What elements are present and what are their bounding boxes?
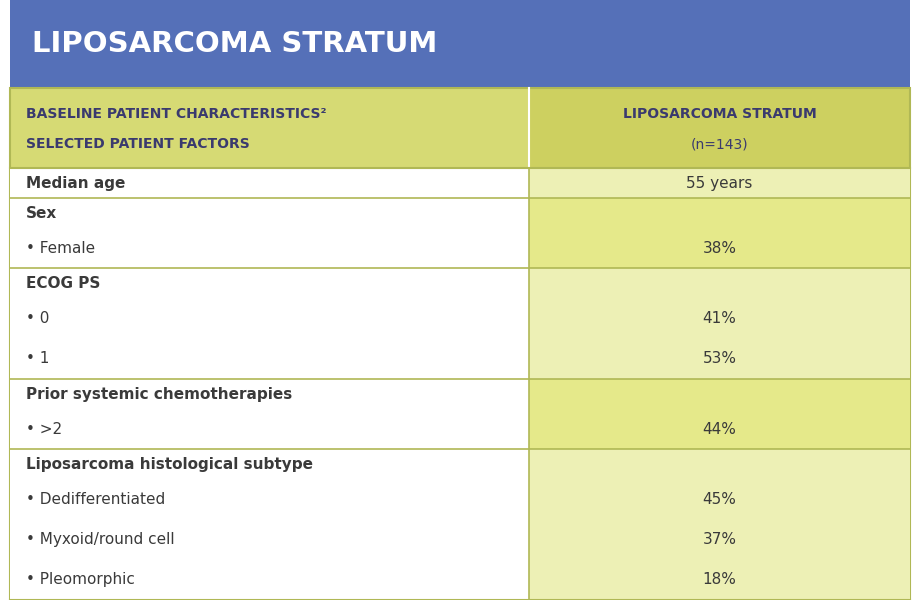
Text: ECOG PS: ECOG PS (26, 276, 100, 291)
Bar (10, 560, 528, 600)
Text: LIPOSARCOMA STRATUM: LIPOSARCOMA STRATUM (32, 30, 437, 58)
Bar (528, 409, 909, 449)
Text: • 0: • 0 (26, 311, 50, 326)
Text: • Female: • Female (26, 241, 95, 256)
Text: 45%: 45% (702, 492, 735, 507)
Bar (10, 228, 528, 268)
Text: • 1: • 1 (26, 352, 50, 367)
Bar (528, 449, 909, 479)
Bar (10, 339, 528, 379)
Bar (528, 168, 909, 198)
Text: (n=143): (n=143) (690, 137, 747, 151)
Bar (10, 479, 528, 520)
Text: 18%: 18% (702, 572, 735, 587)
Bar (10, 449, 528, 479)
Text: 37%: 37% (702, 532, 736, 547)
Bar (10, 198, 528, 228)
Bar (528, 520, 909, 560)
Bar (528, 198, 909, 228)
Text: Prior systemic chemotherapies: Prior systemic chemotherapies (26, 386, 292, 401)
Bar (10, 268, 528, 299)
Bar (528, 479, 909, 520)
Text: Median age: Median age (26, 176, 125, 191)
Text: SELECTED PATIENT FACTORS: SELECTED PATIENT FACTORS (26, 137, 249, 151)
Text: • Dedifferentiated: • Dedifferentiated (26, 492, 165, 507)
Text: 38%: 38% (702, 241, 736, 256)
Text: 41%: 41% (702, 311, 735, 326)
Bar (10, 0, 909, 88)
Text: 55 years: 55 years (686, 176, 752, 191)
Text: • Pleomorphic: • Pleomorphic (26, 572, 135, 587)
Text: 53%: 53% (702, 352, 736, 367)
Bar (10, 520, 528, 560)
Bar (528, 560, 909, 600)
Bar (10, 379, 528, 409)
Text: BASELINE PATIENT CHARACTERISTICS²: BASELINE PATIENT CHARACTERISTICS² (26, 107, 326, 121)
Bar (10, 299, 528, 339)
Bar (528, 299, 909, 339)
Text: Liposarcoma histological subtype: Liposarcoma histological subtype (26, 457, 312, 472)
Text: LIPOSARCOMA STRATUM: LIPOSARCOMA STRATUM (622, 107, 815, 121)
Bar (10, 409, 528, 449)
Text: Sex: Sex (26, 206, 57, 221)
Text: 44%: 44% (702, 422, 735, 437)
Bar (10, 88, 528, 168)
Text: • >2: • >2 (26, 422, 62, 437)
Bar (528, 228, 909, 268)
Bar (528, 339, 909, 379)
Bar (10, 88, 909, 600)
Bar (10, 168, 528, 198)
Bar (528, 88, 909, 168)
Bar (528, 268, 909, 299)
Bar (528, 379, 909, 409)
Text: • Myxoid/round cell: • Myxoid/round cell (26, 532, 175, 547)
